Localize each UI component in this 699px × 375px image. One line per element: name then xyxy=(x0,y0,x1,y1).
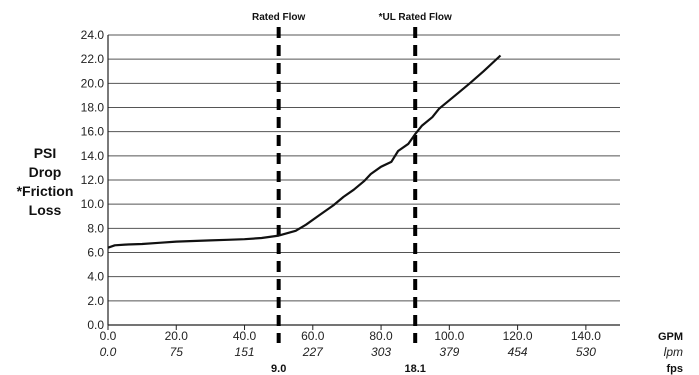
y-axis-label-line: PSI xyxy=(34,145,57,161)
y-axis-label-line: *Friction xyxy=(17,183,74,199)
y-axis-label-line: Loss xyxy=(29,202,62,218)
unit-label: fps xyxy=(667,363,684,375)
reference-lines: Rated Flow 9.0 *UL Rated Flow 18.1 xyxy=(252,12,452,375)
x-tick-label-lpm: 151 xyxy=(235,345,255,359)
x-tick-labels: 0.0 0.0 20.0 75 40.0 151 60.0 227 80.0 303 100.0 37… xyxy=(100,329,602,359)
series-line xyxy=(107,54,502,249)
x-tick-label-gpm: 0.0 xyxy=(100,329,117,343)
y-tick-label: 10.0 xyxy=(81,197,105,211)
x-tick-label-lpm: 303 xyxy=(371,345,391,359)
y-axis-label-line: Drop xyxy=(29,164,62,180)
x-tick-label-gpm: 100.0 xyxy=(434,329,464,343)
y-tick-label: 22.0 xyxy=(81,52,105,66)
y-tick-label: 16.0 xyxy=(81,125,105,139)
x-tick-label-gpm: 140.0 xyxy=(571,329,601,343)
y-tick-label: 14.0 xyxy=(81,149,105,163)
y-tick-label: 8.0 xyxy=(87,221,104,235)
series xyxy=(107,54,502,249)
gridlines xyxy=(108,34,620,326)
x-tick-label-lpm: 0.0 xyxy=(100,345,117,359)
y-tick-label: 18.0 xyxy=(81,101,105,115)
x-tick-label-lpm: 227 xyxy=(302,345,324,359)
unit-label: lpm xyxy=(664,345,683,359)
y-tick-label: 12.0 xyxy=(81,173,105,187)
y-tick-label: 20.0 xyxy=(81,76,105,90)
x-tick-label-lpm: 454 xyxy=(508,345,528,359)
x-tick-label-gpm: 120.0 xyxy=(503,329,533,343)
x-tick-label-gpm: 80.0 xyxy=(369,329,393,343)
y-tick-label: 2.0 xyxy=(87,294,104,308)
y-tick-label: 0.0 xyxy=(87,318,104,332)
x-tick-label-lpm: 379 xyxy=(439,345,459,359)
reference-fps-label: 18.1 xyxy=(404,363,425,375)
x-tick-label-lpm: 530 xyxy=(576,345,596,359)
x-tick-label-gpm: 20.0 xyxy=(165,329,189,343)
x-unit-labels: GPM lpm fps xyxy=(658,331,683,375)
y-axis-label: PSI Drop *Friction Loss xyxy=(17,145,74,218)
reference-label: Rated Flow xyxy=(252,12,306,23)
unit-label: GPM xyxy=(658,331,683,343)
axes xyxy=(107,35,620,330)
y-tick-label: 6.0 xyxy=(87,246,104,260)
x-tick-label-lpm: 75 xyxy=(170,345,184,359)
x-tick-label-gpm: 60.0 xyxy=(301,329,325,343)
x-tick-label-gpm: 40.0 xyxy=(233,329,257,343)
y-tick-labels: 0.0 2.0 4.0 6.0 8.0 10.0 12.0 14.0 16.0 18.0 20.0 2… xyxy=(81,28,105,332)
reference-fps-label: 9.0 xyxy=(271,363,286,375)
y-tick-label: 4.0 xyxy=(87,270,104,284)
y-tick-label: 24.0 xyxy=(81,28,105,42)
reference-label: *UL Rated Flow xyxy=(379,12,452,23)
